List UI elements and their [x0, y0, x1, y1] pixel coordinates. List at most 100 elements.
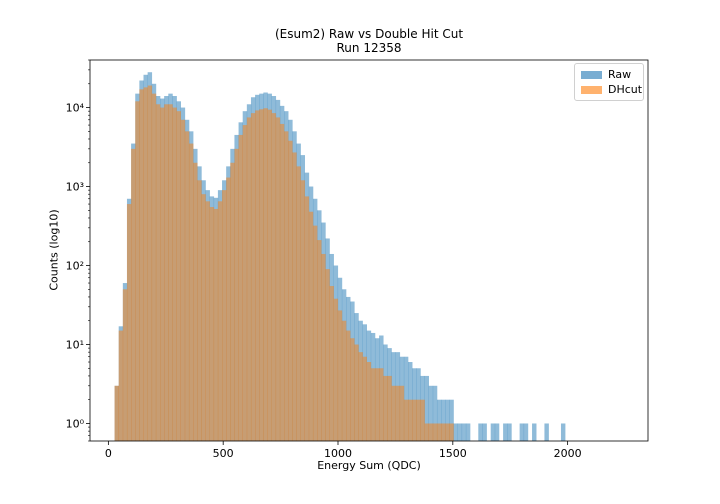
- histogram-bar: [139, 89, 144, 441]
- histogram-bar: [267, 109, 272, 442]
- legend-label-dhcut: DHcut: [608, 83, 643, 96]
- legend-swatch-dhcut: [581, 85, 602, 94]
- histogram-bar: [180, 119, 186, 441]
- histogram-bar: [155, 104, 161, 441]
- x-tick-label: 500: [213, 447, 234, 460]
- histogram-bar: [143, 87, 148, 441]
- histogram-bar: [391, 385, 396, 441]
- histogram-bar: [234, 148, 239, 441]
- histogram-bar: [503, 423, 508, 441]
- histogram-bar: [519, 423, 525, 441]
- histogram-bar: [333, 298, 339, 441]
- histogram-bar: [114, 385, 119, 441]
- histogram-bar: [445, 399, 450, 441]
- histogram-bar: [193, 162, 198, 441]
- histogram-bar: [436, 423, 442, 441]
- histogram-bar: [358, 352, 363, 441]
- histogram-bar: [160, 107, 165, 442]
- histogram-bar: [370, 368, 376, 441]
- histogram-bar: [312, 225, 318, 441]
- y-axis-ticks: 10⁰ 10¹ 10² 10³ 10⁴: [66, 59, 90, 442]
- histogram-bar: [275, 117, 281, 442]
- histogram-bar: [465, 423, 471, 441]
- histogram-bar: [213, 208, 219, 441]
- histogram-bar: [184, 131, 190, 441]
- histogram-bar: [176, 111, 181, 442]
- histogram-bar: [304, 196, 310, 441]
- histogram-bar: [188, 143, 194, 441]
- histogram-bar: [246, 117, 252, 442]
- histogram-bar: [197, 180, 202, 441]
- histogram-bar: [164, 104, 169, 441]
- histogram-bar: [350, 338, 355, 441]
- histogram-bar: [383, 375, 388, 441]
- histogram-bar: [296, 166, 301, 441]
- histogram-bar: [242, 125, 248, 441]
- histogram-bar: [432, 385, 438, 441]
- histogram-bar: [255, 110, 260, 441]
- histogram-bar: [482, 423, 487, 441]
- histogram-bar: [201, 194, 206, 441]
- x-tick-label: 2000: [554, 447, 582, 460]
- histogram-bar: [403, 356, 409, 441]
- histogram-bar: [288, 140, 293, 442]
- chart-title: (Esum2) Raw vs Double Hit Cut: [274, 27, 464, 41]
- histogram-bar: [532, 423, 537, 441]
- histogram-bar: [387, 375, 392, 441]
- histogram-bar: [131, 148, 136, 441]
- histogram-bar: [151, 93, 157, 441]
- legend-label-raw: Raw: [608, 68, 632, 81]
- histogram-bar: [449, 423, 454, 441]
- histogram-bar: [209, 207, 215, 441]
- histogram-bar: [428, 423, 434, 441]
- histogram-bar: [292, 152, 297, 441]
- histogram-bar: [445, 423, 450, 441]
- chart-subtitle: Run 12358: [336, 41, 402, 55]
- histogram-bar: [308, 211, 314, 441]
- histogram-bar: [337, 310, 343, 441]
- histogram-bar: [329, 286, 334, 441]
- x-axis-ticks: 0 500 1000 1500 2000: [105, 441, 582, 460]
- x-tick-label: 1000: [324, 447, 352, 460]
- histogram-bar: [490, 423, 496, 441]
- histogram-bar: [478, 423, 483, 441]
- y-tick-label: 10⁰: [66, 417, 85, 430]
- series-dhcut-bars: [114, 85, 454, 442]
- histogram-bar: [168, 104, 173, 441]
- histogram-bar: [412, 399, 417, 441]
- histogram-bar: [238, 134, 243, 441]
- histogram-bar: [217, 201, 223, 441]
- histogram-bar: [408, 399, 413, 441]
- histogram-bar: [494, 423, 500, 441]
- histogram-bar: [560, 423, 566, 441]
- histogram-bar: [403, 399, 409, 441]
- y-tick-label: 10³: [66, 181, 84, 194]
- legend-item-dhcut: DHcut: [581, 83, 642, 96]
- histogram-bar: [428, 385, 434, 441]
- histogram-bar: [399, 385, 405, 441]
- histogram-bar: [395, 385, 401, 441]
- histogram-bar: [263, 108, 268, 442]
- x-tick-label: 1500: [439, 447, 467, 460]
- x-tick-label: 0: [105, 447, 112, 460]
- histogram-bar: [135, 101, 140, 442]
- histogram-bar: [424, 423, 429, 441]
- histogram-bar: [354, 344, 359, 441]
- y-axis-label: Counts (log10): [47, 209, 61, 291]
- histogram-bar: [544, 423, 549, 441]
- histogram-bar: [374, 368, 380, 441]
- histogram-bar: [321, 253, 326, 441]
- histogram-bar: [461, 423, 467, 441]
- histogram-bar: [449, 399, 454, 441]
- histogram-bar: [325, 269, 330, 441]
- histogram-bar: [416, 399, 421, 441]
- histogram-bar: [366, 362, 372, 441]
- histogram-bar: [457, 423, 463, 441]
- histogram-bar: [222, 190, 227, 441]
- histogram-bar: [300, 180, 305, 441]
- histogram-bar: [172, 107, 177, 442]
- legend: Raw DHcut: [574, 63, 644, 101]
- histogram-bar: [341, 320, 347, 441]
